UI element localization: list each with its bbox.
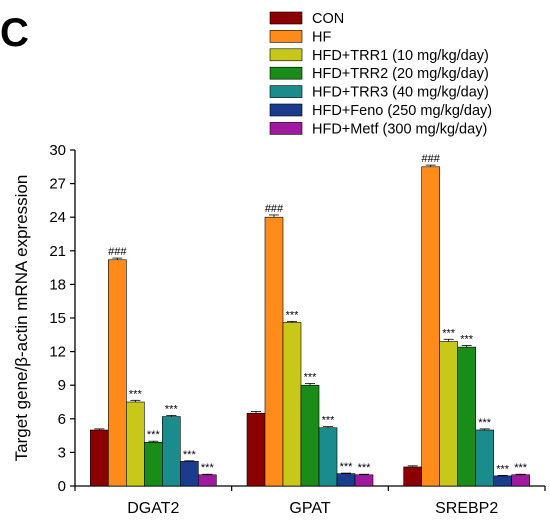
significance-label: *** [478,417,492,429]
y-axis: 0 3 6 9 12 15 18 21 24 27 30 [49,142,76,495]
y-tick-label: 18 [49,276,66,293]
bar [493,475,512,487]
legend-swatch [269,48,303,62]
significance-label: *** [183,449,197,461]
legend-label: HFD+Metf (300 mg/kg/day) [312,121,487,137]
legend-swatch [269,85,303,98]
bar [126,401,145,487]
y-tick-label: 15 [49,310,66,327]
bars: ### *** *** *** *** *** ### *** *** *** *** *** ### *… [90,153,530,487]
bar [180,461,199,487]
y-tick-label: 6 [58,411,66,428]
legend-swatch [269,122,303,135]
legend-swatch [269,66,303,80]
bar [264,216,284,487]
bar [457,346,476,487]
x-category-label: GPAT [289,500,330,517]
bar [108,259,127,487]
bar [162,416,181,487]
significance-label: *** [286,309,300,321]
legend-label: HFD+TRR1 (10 mg/kg/day) [312,48,489,64]
significance-label: *** [340,461,354,473]
legend-label: HFD+TRR2 (20 mg/kg/day) [312,66,489,82]
significance-label: ### [265,203,284,215]
significance-label: *** [322,415,336,427]
legend-label: CON [312,11,344,27]
legend-swatch [269,30,303,43]
x-category-label: SREBP2 [435,500,498,517]
significance-label: *** [514,462,528,474]
y-tick-label: 12 [49,344,66,361]
significance-label: ### [421,153,440,165]
significance-label: *** [165,403,179,415]
significance-label: *** [304,372,318,384]
significance-label: *** [147,429,161,441]
y-tick-label: 3 [58,444,66,461]
bar [144,442,163,487]
significance-label: *** [496,463,510,475]
bar [511,474,530,487]
bar [246,412,266,487]
significance-label: ### [108,246,127,258]
bar [354,474,374,487]
significance-label: *** [129,388,143,400]
bar [403,466,422,487]
x-axis: DGAT2 GPAT SREBP2 [74,485,546,517]
legend-label: HFD+Feno (250 mg/kg/day) [312,103,492,119]
legend: CON HF HFD+TRR1 (10 mg/kg/day) HFD+TRR2 (20… [269,11,492,137]
legend-swatch [269,11,303,25]
bar [475,429,494,487]
legend-label: HF [312,29,331,45]
significance-label: *** [201,462,215,474]
y-tick-label: 0 [58,478,66,495]
bar [90,429,109,487]
bar [336,473,356,487]
bar [300,384,320,487]
bar [421,166,440,487]
legend-swatch [269,103,303,117]
y-tick-label: 24 [49,209,66,226]
significance-label: *** [358,462,372,474]
panel-label: C [0,11,29,55]
significance-label: *** [460,333,474,345]
y-tick-label: 27 [49,176,66,193]
bar [439,341,458,487]
bar [318,427,338,487]
x-category-label: DGAT2 [127,500,179,517]
y-axis-label: Target gene/β-actin mRNA expression [12,175,31,462]
y-tick-label: 30 [49,142,66,159]
bar [198,474,217,487]
legend-label: HFD+TRR3 (40 mg/kg/day) [312,85,489,101]
bar [282,322,302,487]
y-tick-label: 21 [49,243,66,260]
y-tick-label: 9 [58,377,66,394]
significance-label: *** [442,327,456,339]
